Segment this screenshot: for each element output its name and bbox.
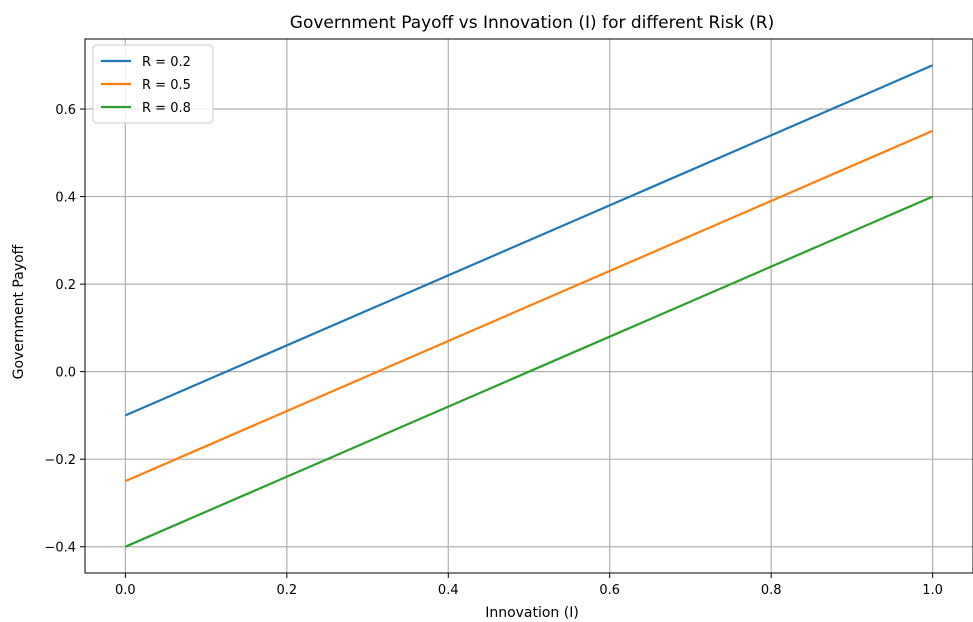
series-line bbox=[124, 64, 934, 417]
y-tick-label: 0.2 bbox=[55, 278, 76, 293]
series-line bbox=[124, 129, 934, 483]
x-tick-label: 1.0 bbox=[922, 583, 943, 598]
y-tick-label: 0.4 bbox=[55, 191, 76, 206]
x-tick-label: 0.4 bbox=[438, 583, 459, 598]
x-tick-label: 0.0 bbox=[115, 583, 136, 598]
x-tick-label: 0.6 bbox=[599, 583, 620, 598]
x-tick-label: 0.8 bbox=[761, 583, 782, 598]
y-tick-label: 0.6 bbox=[55, 103, 76, 118]
plot-frame bbox=[84, 38, 973, 574]
x-axis-label: Innovation (I) bbox=[485, 605, 579, 621]
y-axis-label: Government Payoff bbox=[11, 244, 27, 379]
axis-ticks: 0.0 0.2 0.4 0.6 0.8 1.0 −0.4 −0.2 0.0 0.2 0.4 0.6 bbox=[44, 103, 943, 598]
chart-title: Government Payoff vs Innovation (I) for … bbox=[290, 13, 774, 33]
legend: R = 0.2 R = 0.5 R = 0.8 bbox=[92, 44, 214, 124]
series-lines bbox=[124, 64, 934, 548]
legend-box bbox=[92, 44, 214, 124]
legend-label: R = 0.8 bbox=[142, 101, 191, 116]
y-tick-label: −0.2 bbox=[44, 453, 76, 468]
y-tick-label: 0.0 bbox=[55, 366, 76, 381]
legend-label: R = 0.2 bbox=[142, 55, 191, 70]
x-tick-label: 0.2 bbox=[276, 583, 297, 598]
series-line bbox=[124, 195, 934, 548]
legend-label: R = 0.5 bbox=[142, 78, 191, 93]
y-tick-label: −0.4 bbox=[44, 541, 76, 556]
